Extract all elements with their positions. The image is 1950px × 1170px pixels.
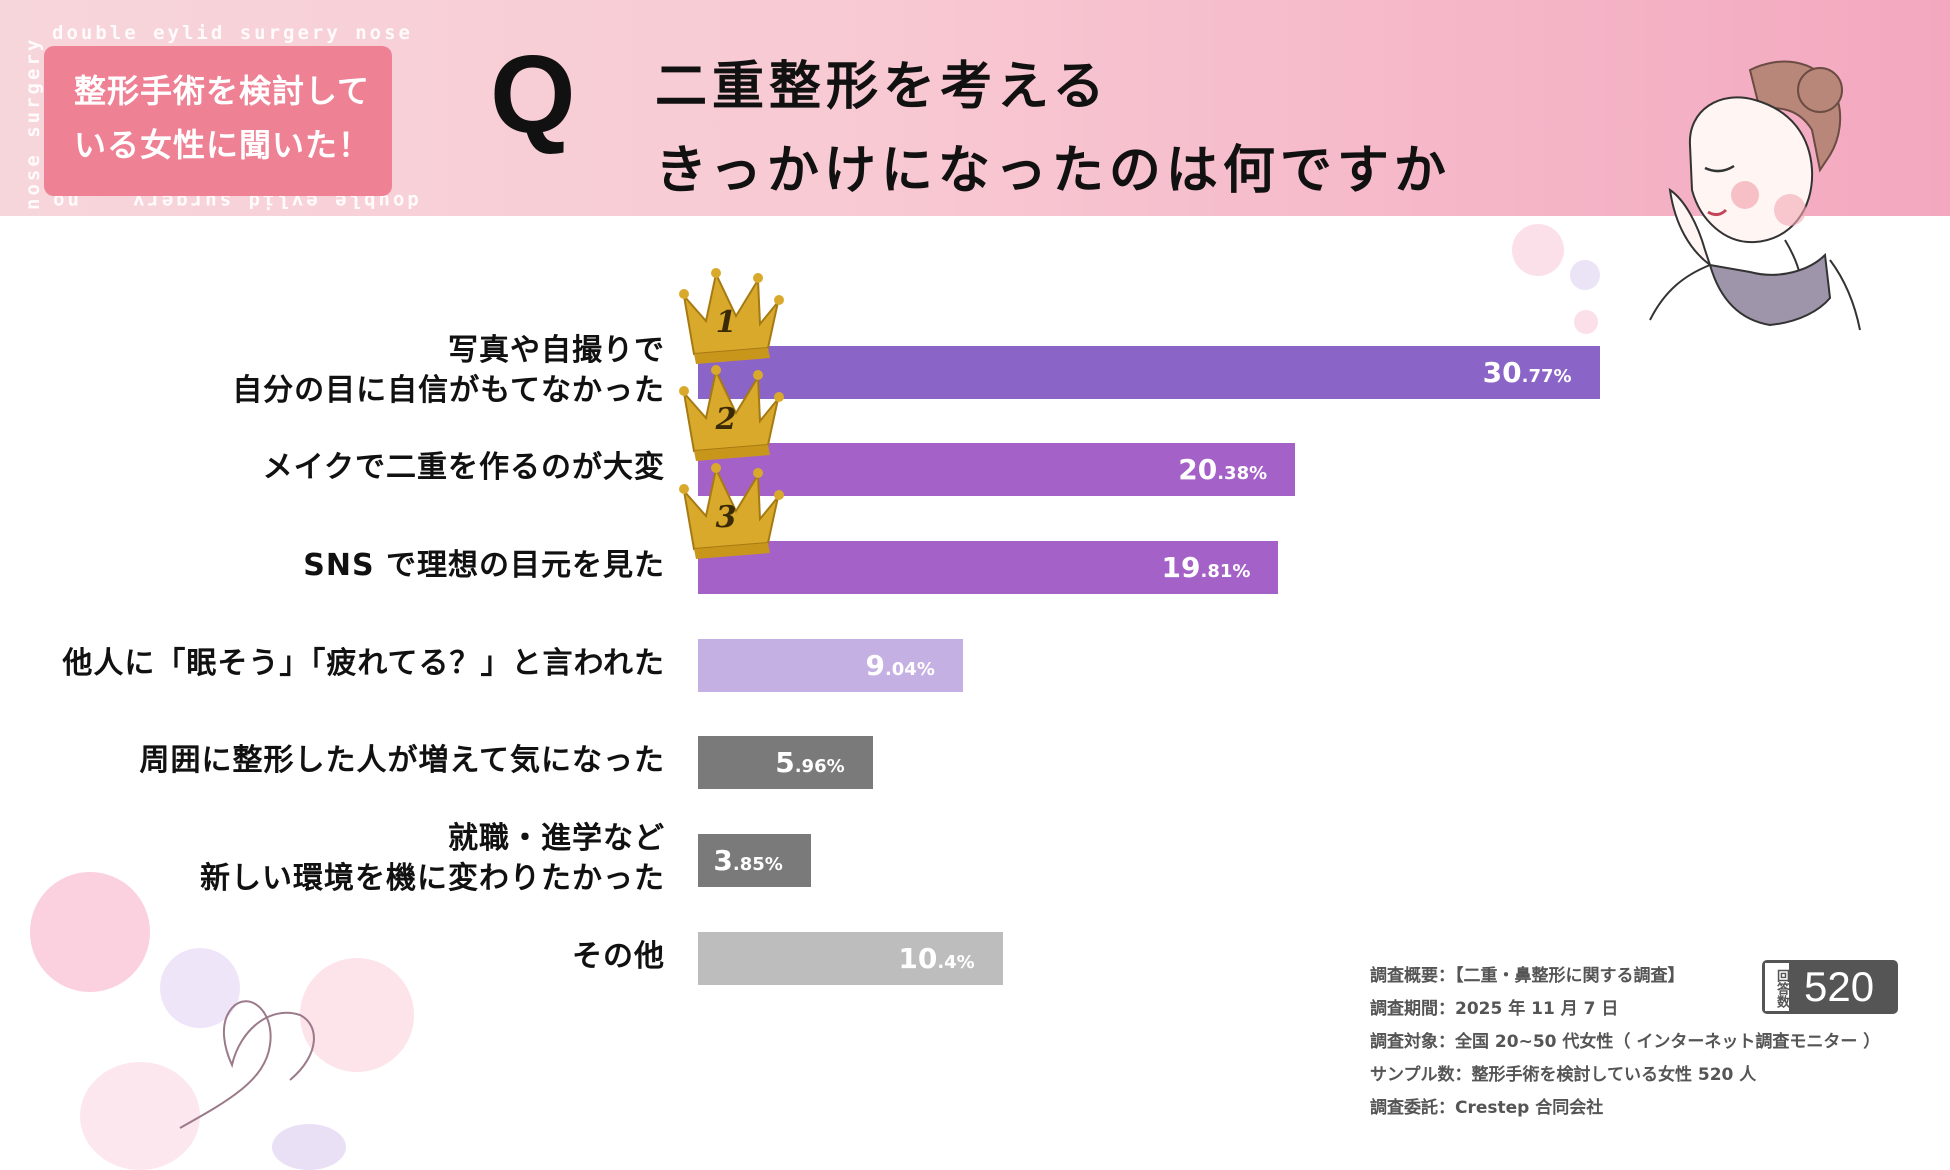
decor-bubble [1570, 260, 1600, 290]
badge-line-1: 整形手術を検討して [74, 72, 371, 110]
bar: 19.81% [698, 541, 1279, 594]
category-label: その他 [572, 938, 665, 974]
bar: 3.85% [698, 834, 811, 887]
summary-target: 調査対象：全国 20~50 代女性（ インターネット調査モニター ） [1370, 1032, 1881, 1052]
category-label: メイクで二重を作るのが大変 [262, 449, 665, 485]
decor-bubble [1574, 310, 1598, 334]
rank-number: 3 [716, 500, 737, 535]
respondent-count: 520 [1804, 963, 1875, 1010]
survey-badge: 整形手術を検討して いる女性に聞いた！ [44, 46, 392, 196]
bar: 20.38% [698, 443, 1296, 496]
rank-number: 1 [716, 305, 737, 340]
rank-crown-icon: 2 [679, 365, 784, 461]
question-letter: Q [490, 33, 576, 156]
bar-value-label: 3.85% [713, 844, 783, 877]
heart-doodle [179, 1000, 315, 1129]
bar: 30.77% [698, 346, 1600, 399]
bar-value-label: 20.38% [1178, 453, 1268, 486]
question-title-line-2: きっかけになったのは何ですか [655, 140, 1451, 201]
deco-text-left: nose surgery [22, 36, 44, 210]
decor-bubble [1512, 224, 1564, 276]
woman-illustration [1649, 60, 1861, 331]
summary-overview: 調査概要：【二重・鼻整形に関する調査】 [1370, 966, 1685, 986]
bar-value-label: 5.96% [775, 746, 845, 779]
category-label: 他人に「眠そう」「疲れてる？」と言われた [62, 645, 665, 681]
summary-period: 調査期間：2025 年 11 月 7 日 [1370, 999, 1619, 1019]
summary-commissioner: 調査委託：Crestep 合同会社 [1370, 1098, 1604, 1118]
summary-sample: サンプル数：整形手術を検討している女性 520 人 [1370, 1065, 1757, 1085]
decor-bubble [30, 872, 150, 992]
question-title-line-1: 二重整形を考える [655, 56, 1110, 117]
bar-value-label: 19.81% [1161, 551, 1251, 584]
decor-bubble [300, 958, 414, 1072]
decor-bubble [272, 1124, 346, 1170]
deco-text-top: double eylid surgery nose [52, 22, 413, 44]
bar: 10.4% [698, 932, 1003, 985]
rank-crown-icon: 1 [679, 268, 784, 364]
rank-number: 2 [715, 402, 737, 437]
category-label: SNS で理想の目元を見た [303, 547, 665, 583]
rank-crown-icon: 3 [679, 463, 784, 559]
bar-value-label: 9.04% [865, 649, 935, 682]
header-banner: double eylid surgery nose double eylid s… [0, 0, 1950, 331]
bar-value-label: 30.77% [1482, 356, 1572, 389]
category-label: 写真や自撮りで 自分の目に自信がもてなかった [232, 332, 665, 408]
bar-value-label: 10.4% [898, 942, 975, 975]
category-label: 周囲に整形した人が増えて気になった [139, 742, 665, 778]
badge-line-2: いる女性に聞いた！ [74, 126, 372, 164]
bar: 5.96% [698, 736, 873, 789]
survey-summary: 調査概要：【二重・鼻整形に関する調査】 調査期間：2025 年 11 月 7 日… [1370, 960, 1880, 1125]
category-label: 就職・進学など 新しい環境を機に変わりたかった [200, 820, 665, 896]
respondent-count-label: 回答数 [1765, 963, 1789, 1011]
respondent-count-box: 回答数 520 [1762, 960, 1898, 1014]
decor-bubble [80, 1062, 200, 1170]
bar: 9.04% [698, 639, 963, 692]
